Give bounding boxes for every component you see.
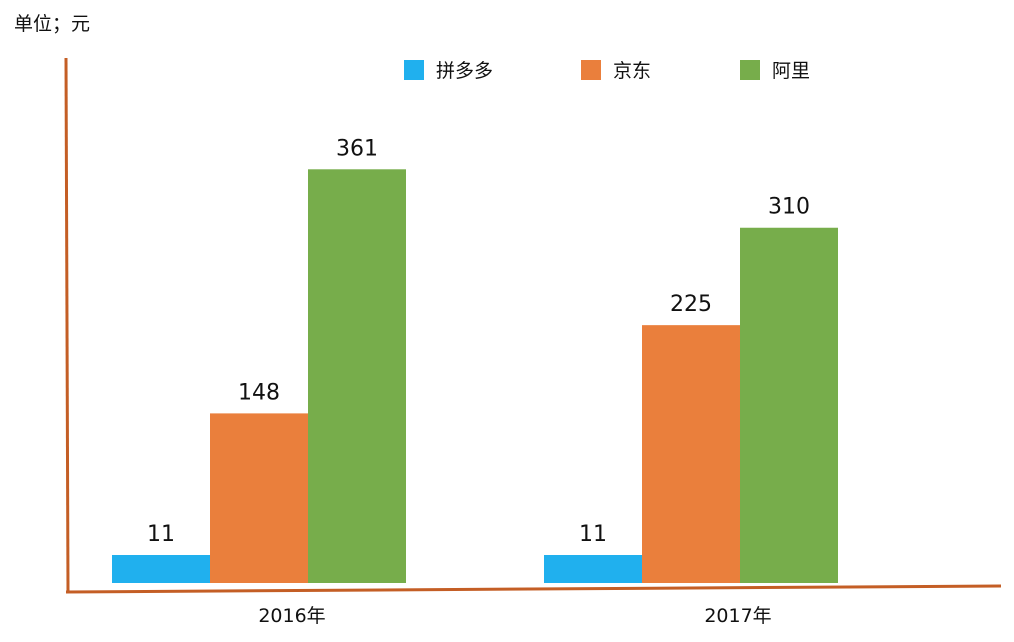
legend-swatch-2 — [740, 60, 760, 80]
bars — [112, 169, 838, 584]
legend: 拼多多 京东 阿里 — [404, 60, 810, 82]
data-label-1-0: 148 — [238, 380, 280, 405]
legend-label-1: 京东 — [613, 60, 651, 82]
value-labels: 11 148 361 11 225 310 — [147, 136, 810, 547]
legend-label-0: 拼多多 — [436, 60, 493, 82]
data-label-2-0: 361 — [336, 136, 378, 161]
data-label-0-0: 11 — [147, 522, 175, 547]
bar-2-0 — [308, 169, 406, 583]
legend-label-2: 阿里 — [772, 60, 810, 82]
unit-label: 单位；元 — [14, 13, 90, 35]
axes — [64, 57, 1002, 594]
x-axis-line — [65, 584, 1002, 594]
data-label-1-1: 225 — [670, 292, 712, 317]
y-axis-line — [64, 57, 70, 593]
category-labels: 2016年 2017年 — [258, 605, 771, 627]
bar-0-0 — [112, 555, 210, 583]
data-label-2-1: 310 — [768, 195, 810, 220]
bar-1-0 — [210, 413, 308, 583]
bar-1-1 — [642, 325, 740, 583]
legend-swatch-1 — [581, 60, 601, 80]
data-label-0-1: 11 — [579, 522, 607, 547]
legend-swatch-0 — [404, 60, 424, 80]
bar-2-1 — [740, 227, 838, 584]
category-label-1: 2017年 — [704, 605, 771, 627]
category-label-0: 2016年 — [258, 605, 325, 627]
bar-0-1 — [544, 555, 642, 583]
